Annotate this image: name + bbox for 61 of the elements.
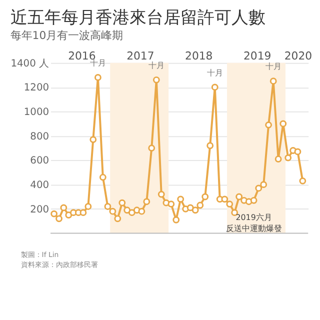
point [284,154,292,162]
point [84,203,92,210]
point [294,148,302,156]
y-tick-label: 1200 [24,82,50,94]
x-tick-label: 2020 [284,49,312,62]
point [148,144,156,152]
point [109,208,116,215]
point [50,210,58,218]
y-tick-label: 600 [30,156,50,167]
point [192,206,199,214]
annotation: 反送中運動爆發 [226,224,282,234]
point [168,200,175,208]
point [65,212,72,218]
point [128,209,136,216]
annotation: 十月 [206,68,223,78]
point [172,216,180,224]
point [104,203,112,210]
annotation: 十月 [90,58,106,68]
chart-subtitle: 每年10月有一波高峰期 [10,29,124,42]
point [56,215,62,222]
point [124,206,131,214]
point [118,199,126,206]
point [138,208,146,215]
x-tick-label: 2019 [244,49,272,62]
point [280,120,287,128]
point [196,202,204,209]
point [99,174,106,181]
annotation: 十月 [265,62,282,72]
point [202,193,209,200]
x-tick-label: 2017 [126,49,154,62]
y-tick-label: 400 [30,180,50,192]
point [90,136,97,143]
x-tick-label: 2018 [185,49,213,62]
point [299,177,306,184]
point [260,181,268,188]
chart-title: 近五年每月香港來台居留許可人數 [10,7,266,28]
point [250,196,258,204]
y-tick-label: 200 [30,204,50,216]
y-tick-label: 1400 人 [10,58,50,70]
point [186,204,194,212]
point [270,78,277,85]
point [206,142,214,150]
point [226,200,234,208]
point [177,196,184,203]
point [274,156,282,162]
point [152,76,160,84]
point [80,209,87,216]
point [94,74,102,81]
point [158,190,165,198]
annotation: 十月 [148,61,164,70]
point [211,84,218,91]
point [114,215,122,222]
y-tick-label: 1000 [24,107,50,118]
annotation: 2019六月 [236,213,272,222]
point [236,193,243,200]
y-tick-label: 800 [30,131,50,142]
point [60,204,68,212]
point [265,121,272,128]
point [143,198,150,206]
point [221,196,228,203]
point [255,184,262,192]
